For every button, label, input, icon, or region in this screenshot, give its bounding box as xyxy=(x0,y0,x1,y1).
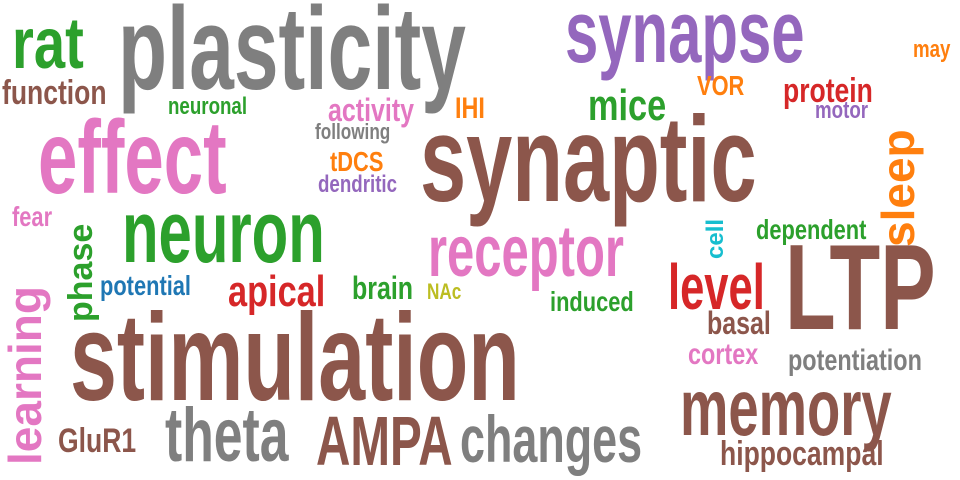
word-motor: motor xyxy=(815,97,869,124)
word-ampa: AMPA xyxy=(316,402,453,480)
word-synapse: synapse xyxy=(565,0,805,81)
word-nac: NAc xyxy=(427,279,462,304)
word-neuronal: neuronal xyxy=(168,93,248,120)
word-function: function xyxy=(2,74,107,112)
word-rat: rat xyxy=(12,4,84,84)
word-may: may xyxy=(913,36,951,63)
word-activity: activity xyxy=(328,92,415,128)
word-stimulation: stimulation xyxy=(70,289,520,427)
word-potential: potential xyxy=(100,270,192,301)
word-mice: mice xyxy=(588,81,667,130)
word-learning: learning xyxy=(0,286,51,465)
word-ihi: IHI xyxy=(455,92,485,125)
word-potentiation: potentiation xyxy=(788,344,922,377)
word-vor: VOR xyxy=(697,70,745,101)
word-changes: changes xyxy=(460,402,643,476)
word-apical: apical xyxy=(228,267,326,316)
word-glur1: GluR1 xyxy=(58,422,137,460)
word-neuron: neuron xyxy=(122,182,325,281)
word-brain: brain xyxy=(352,270,414,306)
word-fear: fear xyxy=(12,201,53,232)
word-cortex: cortex xyxy=(688,338,759,371)
word-following: following xyxy=(315,119,391,144)
word-dendritic: dendritic xyxy=(318,171,398,198)
word-protein: protein xyxy=(783,72,873,110)
word-basal: basal xyxy=(707,305,771,341)
word-induced: induced xyxy=(550,286,634,317)
word-plasticity: plasticity xyxy=(118,0,466,115)
word-dependent: dependent xyxy=(756,214,867,245)
word-level: level xyxy=(668,251,765,323)
word-effect: effect xyxy=(38,100,227,216)
word-receptor: receptor xyxy=(428,212,624,292)
word-ltp: LTP xyxy=(785,219,936,355)
word-hippocampal: hippocampal xyxy=(720,435,884,473)
word-tdcs: tDCS xyxy=(330,146,384,177)
word-theta: theta xyxy=(165,393,289,478)
word-synaptic: synaptic xyxy=(420,91,757,227)
word-memory: memory xyxy=(680,363,892,452)
